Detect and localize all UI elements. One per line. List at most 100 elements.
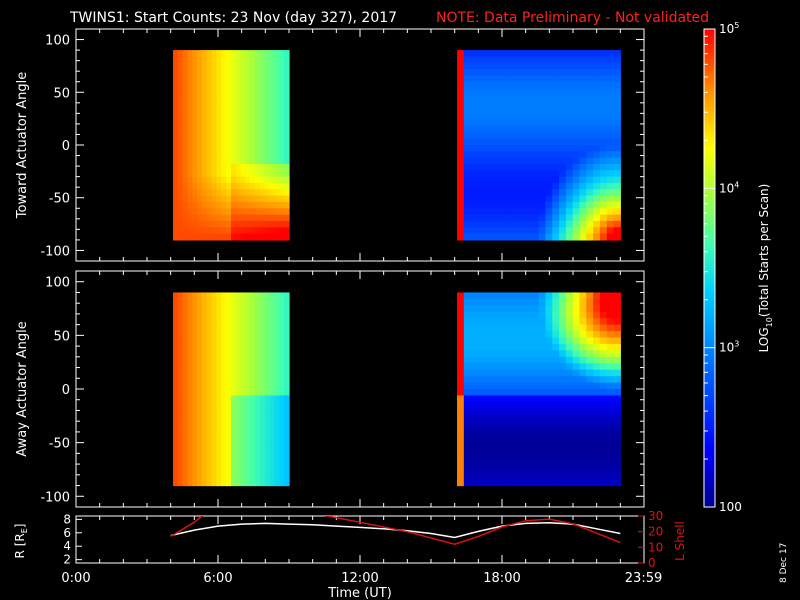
heatmap-cell xyxy=(245,376,251,384)
heatmap-cell xyxy=(599,132,608,140)
heatmap-cell xyxy=(538,356,547,364)
heatmap-cell xyxy=(538,421,547,429)
heatmap-cell xyxy=(531,214,540,222)
heatmap-cell xyxy=(206,138,213,146)
heatmap-cell xyxy=(586,337,594,345)
heatmap-cell xyxy=(579,50,587,58)
heatmap-cell xyxy=(531,427,540,435)
heatmap-cell xyxy=(504,350,513,358)
heatmap-cell xyxy=(572,138,581,146)
heatmap-cell xyxy=(518,145,526,152)
heatmap-cell xyxy=(260,195,266,203)
heatmap-cell xyxy=(463,318,472,326)
heatmap-cell xyxy=(463,331,472,339)
heatmap-cell xyxy=(484,414,492,422)
heatmap-cell xyxy=(586,233,594,241)
heatmap-cell xyxy=(457,363,465,371)
heatmap-cell xyxy=(221,138,227,146)
heatmap-cell xyxy=(606,459,615,467)
heatmap-cell xyxy=(491,376,499,384)
heatmap-cell xyxy=(279,414,285,422)
heatmap-cell xyxy=(531,382,540,390)
heatmap-cell xyxy=(269,472,276,480)
heatmap-cell xyxy=(264,56,271,64)
heatmap-cell xyxy=(545,356,553,364)
heatmap-cell xyxy=(240,227,247,235)
heatmap-cell xyxy=(599,440,608,448)
heatmap-cell xyxy=(206,382,213,390)
heatmap-cell xyxy=(586,157,594,165)
heatmap-cell xyxy=(245,189,251,197)
heatmap-cell xyxy=(235,119,242,127)
heatmap-cell xyxy=(470,343,479,351)
heatmap-cell xyxy=(511,363,519,371)
heatmap-cell xyxy=(274,343,280,351)
heatmap-cell xyxy=(250,176,256,184)
heatmap-cell xyxy=(463,401,472,409)
heatmap-cell xyxy=(211,434,218,442)
heatmap-cell xyxy=(470,376,479,384)
heatmap-cell xyxy=(579,214,587,222)
heatmap-cell xyxy=(269,189,276,197)
heatmap-cell xyxy=(518,356,526,364)
heatmap-cell xyxy=(518,208,526,216)
heatmap-cell xyxy=(264,151,271,159)
heatmap-cell xyxy=(599,201,608,209)
heatmap-cell xyxy=(231,81,237,89)
heatmap-cell xyxy=(497,132,506,140)
heatmap-cell xyxy=(497,324,506,332)
heatmap-cell xyxy=(211,382,218,390)
heatmap-cell xyxy=(177,75,184,83)
heatmap-cell xyxy=(206,151,213,159)
heatmap-cell xyxy=(572,201,581,209)
heatmap-cell xyxy=(182,382,189,390)
heatmap-cell xyxy=(202,318,208,326)
heatmap-cell xyxy=(559,421,567,429)
heatmap-cell xyxy=(255,401,261,409)
heatmap-cell xyxy=(518,440,526,448)
heatmap-cell xyxy=(245,214,251,222)
heatmap-cell xyxy=(226,453,232,461)
heatmap-cell xyxy=(518,138,526,146)
heatmap-cell xyxy=(511,376,519,384)
heatmap-cell xyxy=(264,382,271,390)
heatmap-cell xyxy=(565,292,574,300)
heatmap-cell xyxy=(245,369,251,377)
heatmap-cell xyxy=(525,170,533,178)
heatmap-cell xyxy=(221,466,227,474)
heatmap-cell xyxy=(221,145,227,152)
heatmap-cell xyxy=(250,324,256,332)
heatmap-cell xyxy=(255,440,261,448)
heatmap-cell xyxy=(599,170,608,178)
heatmap-cell xyxy=(235,440,242,448)
heatmap-cell xyxy=(538,395,547,403)
heatmap-cell xyxy=(197,145,203,152)
heatmap-cell xyxy=(457,113,465,121)
heatmap-cell xyxy=(606,107,615,114)
heatmap-cell xyxy=(518,100,526,108)
heatmap-cell xyxy=(177,331,184,339)
heatmap-cell xyxy=(279,446,285,454)
heatmap-cell xyxy=(192,138,198,146)
heatmap-cell xyxy=(245,298,251,306)
heatmap-cell xyxy=(606,182,615,190)
heatmap-cell xyxy=(245,195,251,203)
heatmap-cell xyxy=(579,107,587,114)
heatmap-cell xyxy=(192,421,198,429)
heatmap-cell xyxy=(250,113,256,121)
heatmap-cell xyxy=(221,459,227,467)
heatmap-cell xyxy=(599,107,608,114)
heatmap-cell xyxy=(606,298,615,306)
heatmap-cell xyxy=(545,50,553,58)
heatmap-cell xyxy=(525,343,533,351)
heatmap-cell xyxy=(586,356,594,364)
heatmap-cell xyxy=(197,189,203,197)
heatmap-cell xyxy=(463,369,472,377)
heatmap-cell xyxy=(255,472,261,480)
heatmap-cell xyxy=(226,434,232,442)
heatmap-cell xyxy=(211,331,218,339)
heatmap-cell xyxy=(552,305,560,313)
heatmap-cell xyxy=(457,311,465,319)
heatmap-cell xyxy=(177,145,184,152)
heatmap-cell xyxy=(525,369,533,377)
